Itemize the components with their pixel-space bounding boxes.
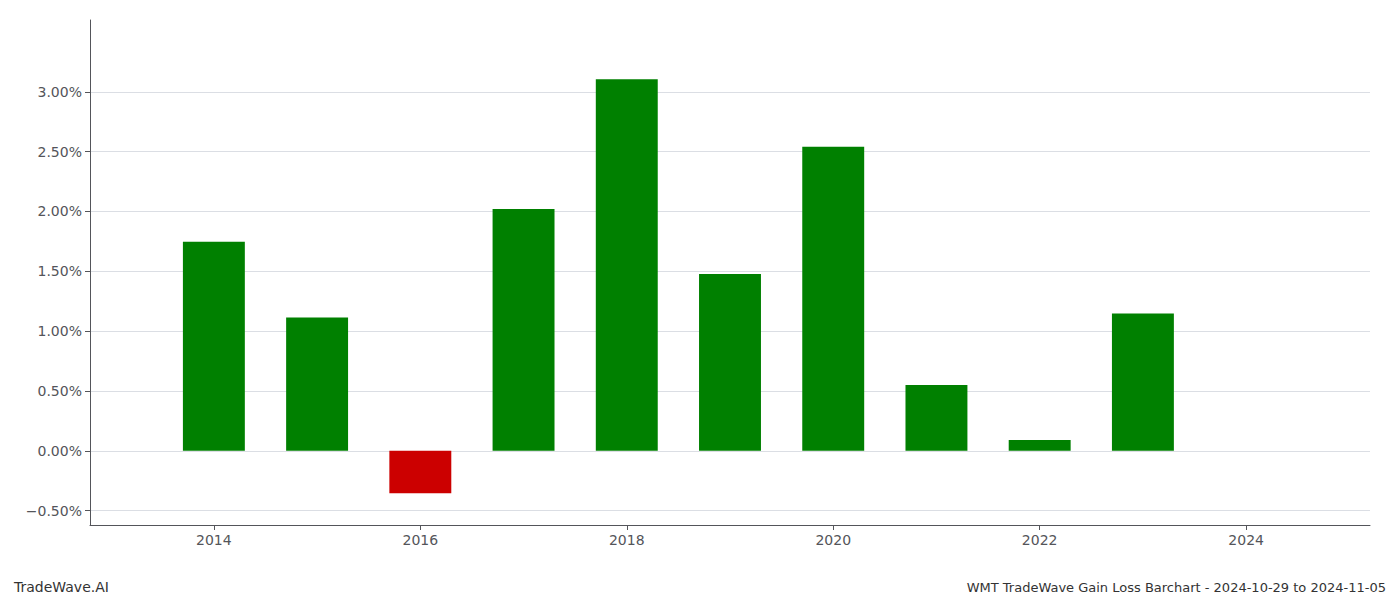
- svg-text:−0.50%: −0.50%: [26, 503, 82, 519]
- svg-text:3.00%: 3.00%: [38, 84, 82, 100]
- svg-text:WMT TradeWave Gain Loss Barcha: WMT TradeWave Gain Loss Barchart - 2024-…: [967, 580, 1386, 595]
- svg-text:1.50%: 1.50%: [38, 263, 82, 279]
- svg-text:0.50%: 0.50%: [38, 383, 82, 399]
- svg-text:2018: 2018: [609, 532, 645, 548]
- svg-text:2022: 2022: [1022, 532, 1058, 548]
- svg-text:1.00%: 1.00%: [38, 323, 82, 339]
- svg-text:2.00%: 2.00%: [38, 203, 82, 219]
- svg-text:2024: 2024: [1228, 532, 1264, 548]
- svg-text:2020: 2020: [815, 532, 851, 548]
- svg-text:TradeWave.AI: TradeWave.AI: [13, 579, 109, 595]
- svg-text:2016: 2016: [403, 532, 439, 548]
- svg-text:2014: 2014: [196, 532, 232, 548]
- svg-text:0.00%: 0.00%: [38, 443, 82, 459]
- svg-text:2.50%: 2.50%: [38, 144, 82, 160]
